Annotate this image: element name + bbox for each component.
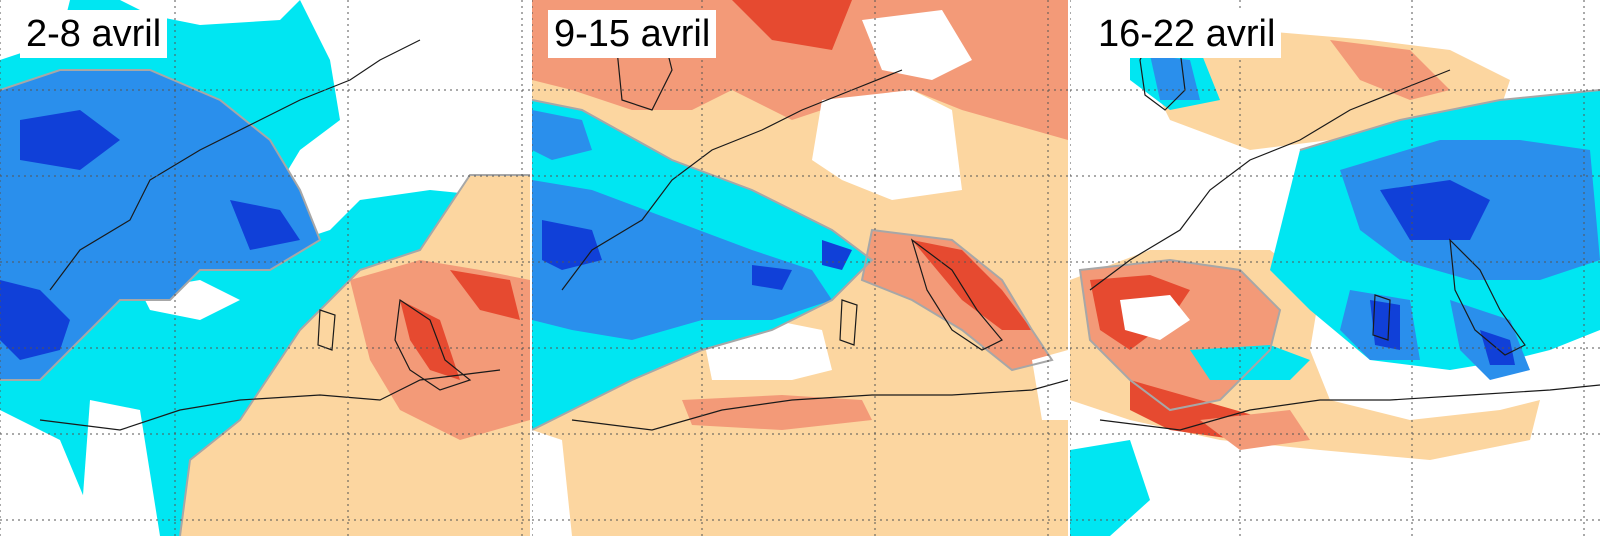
cool-anomaly-area xyxy=(1190,345,1310,380)
coastline xyxy=(1099,384,1600,431)
graticule xyxy=(0,0,530,536)
hot-anomaly-area xyxy=(1200,410,1310,450)
coastline xyxy=(1089,69,1451,291)
neutral-area xyxy=(0,410,100,536)
coastline xyxy=(49,39,421,291)
neutral-area xyxy=(812,90,962,200)
coastline xyxy=(839,299,858,346)
period-label: 2-8 avril xyxy=(20,10,168,58)
coastline xyxy=(317,309,336,351)
hot-anomaly-area xyxy=(682,395,872,430)
contour-line xyxy=(0,69,322,381)
map-panel-week-2: 9-15 avril xyxy=(532,0,1068,536)
strong-cold-anomaly-area xyxy=(1380,180,1490,240)
graticule xyxy=(1070,0,1600,536)
contour-line xyxy=(1078,258,1282,412)
very-hot-anomaly-area xyxy=(732,0,852,50)
coastline xyxy=(394,298,472,391)
coastline xyxy=(571,379,1068,431)
hot-anomaly-area xyxy=(862,230,1052,370)
strong-cold-anomaly-area xyxy=(230,200,300,250)
neutral-area xyxy=(120,0,300,25)
contour-line xyxy=(179,174,530,536)
map-panel-week-1: 2-8 avril xyxy=(0,0,530,536)
strong-cold-anomaly-area xyxy=(0,280,70,360)
coastline xyxy=(1372,294,1391,341)
period-label: 16-22 avril xyxy=(1092,10,1282,58)
coastline xyxy=(910,238,1003,351)
period-label: 9-15 avril xyxy=(548,10,717,58)
neutral-area xyxy=(862,10,972,80)
strong-cold-anomaly-area xyxy=(1370,300,1400,350)
cold-anomaly-area xyxy=(1150,55,1200,100)
cold-anomaly-area xyxy=(532,110,592,160)
panel-divider xyxy=(530,0,532,536)
anomaly-map-week-2 xyxy=(532,0,1068,536)
neutral-area xyxy=(1120,295,1190,340)
cool-anomaly-area xyxy=(1070,440,1150,536)
contour-line xyxy=(532,99,874,431)
contour-line xyxy=(860,228,1054,372)
hot-anomaly-area xyxy=(1330,40,1450,100)
map-panel-week-3: 16-22 avril xyxy=(1070,0,1600,536)
strong-cold-anomaly-area xyxy=(752,265,792,290)
neutral-area xyxy=(532,430,572,536)
coastline xyxy=(561,69,903,291)
neutral-area xyxy=(270,0,530,240)
anomaly-map-week-3 xyxy=(1070,0,1600,536)
strong-cold-anomaly-area xyxy=(20,110,120,170)
contour-line xyxy=(1299,89,1600,151)
anomaly-map-week-1 xyxy=(0,0,530,536)
coastline xyxy=(39,369,501,431)
cold-anomaly-area xyxy=(532,180,832,340)
very-hot-anomaly-area xyxy=(450,270,520,320)
coastline xyxy=(1449,238,1526,356)
panel-divider xyxy=(1068,0,1070,536)
